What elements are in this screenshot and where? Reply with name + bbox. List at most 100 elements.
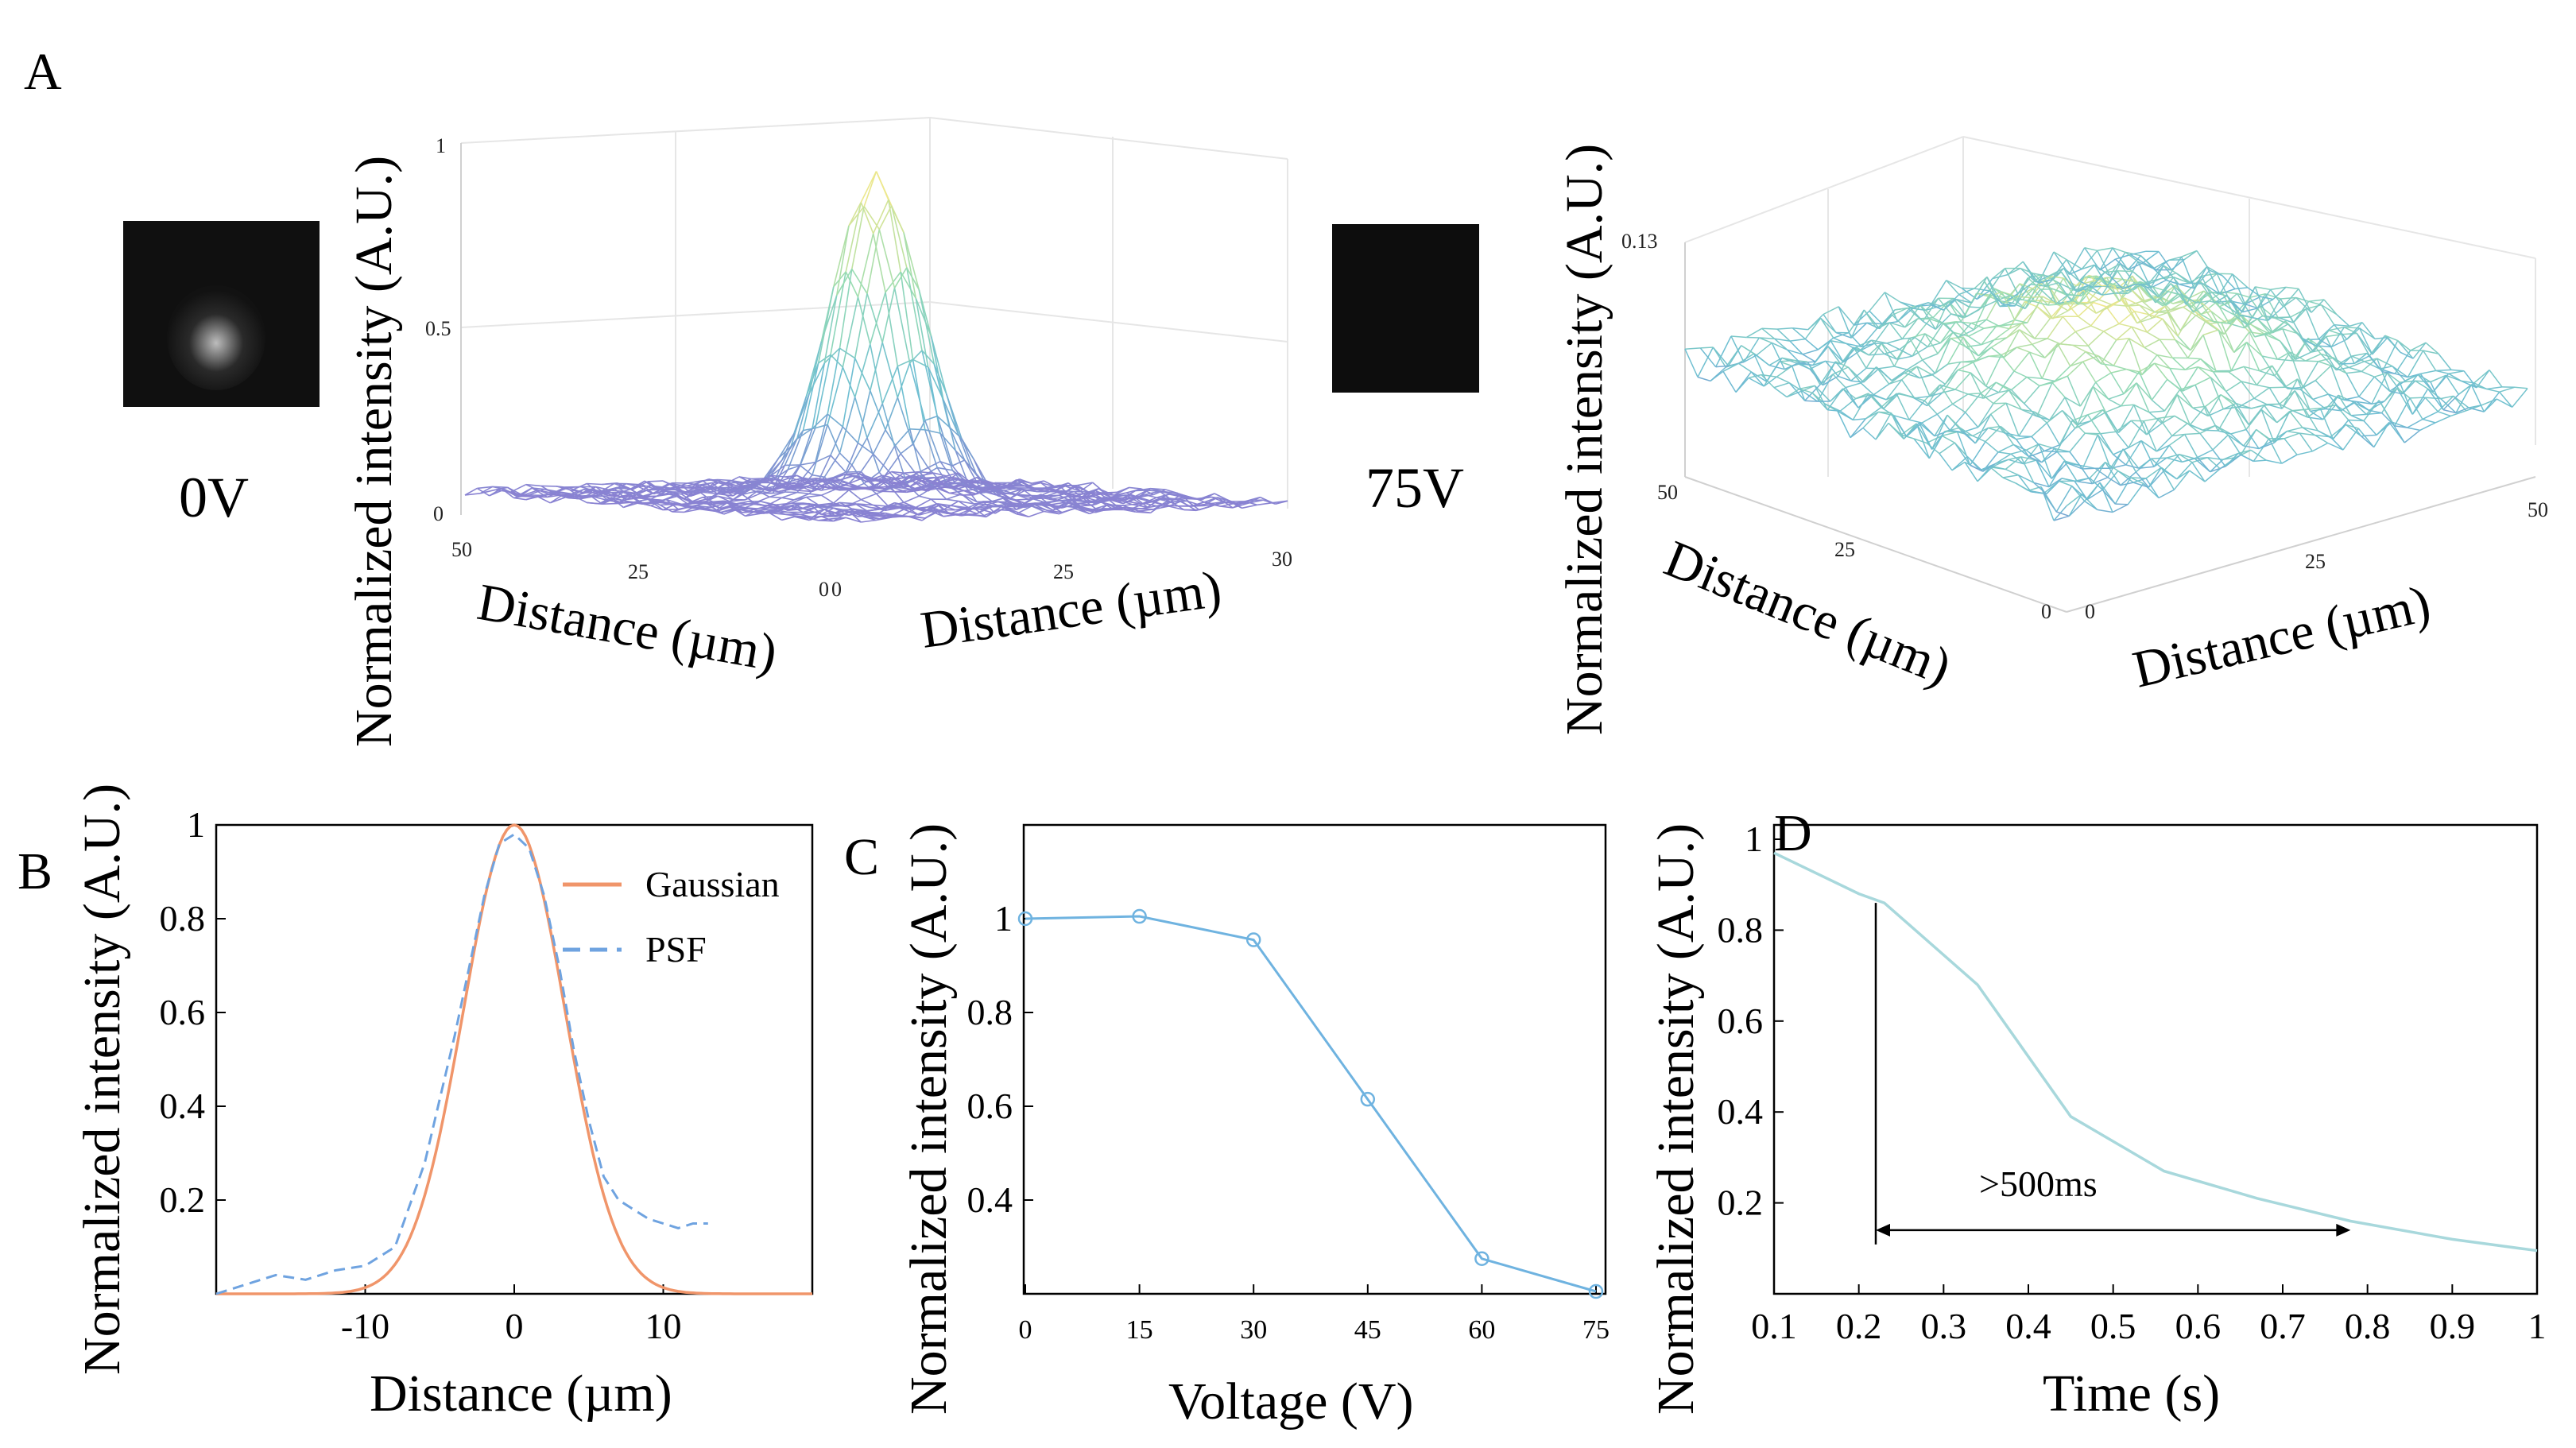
- mesh-75v-line: [1939, 384, 1954, 405]
- mesh-75v-line: [1700, 347, 1714, 349]
- mesh-0v-line: [955, 482, 968, 486]
- mesh-75v-line: [2159, 339, 2173, 358]
- mesh-75v-line: [2162, 318, 2176, 340]
- mesh-75v-line: [2082, 467, 2096, 470]
- mesh-0v-line: [870, 292, 886, 345]
- mesh-75v-line: [2463, 370, 2477, 389]
- mesh-0v-line: [1125, 488, 1142, 494]
- chart-d-xtick-1: 0.2: [1836, 1306, 1882, 1346]
- mesh-75v-line: [1995, 459, 2009, 465]
- mesh-75v-line: [2090, 325, 2105, 332]
- mesh-75v-line: [1931, 431, 1946, 450]
- mesh-0v-line: [1144, 494, 1157, 498]
- mesh-75v-line: [1847, 366, 1861, 384]
- mesh-0v-line: [1016, 504, 1029, 510]
- mesh-75v-line: [1750, 371, 1768, 382]
- mesh-0v-line: [1153, 501, 1166, 506]
- mesh-75v-line: [1838, 375, 1851, 381]
- mesh-75v-line: [2120, 482, 2134, 486]
- surface-0v-xtick-50: 50: [451, 538, 472, 561]
- mesh-0v-line: [1080, 504, 1093, 507]
- mesh-75v-line: [2268, 438, 2283, 464]
- mesh-75v-line: [1982, 381, 1997, 399]
- mesh-75v-line: [1947, 361, 1961, 365]
- mesh-75v-line: [2275, 317, 2289, 325]
- mesh-75v-line: [2240, 454, 2254, 463]
- mesh-75v-line: [2138, 458, 2152, 469]
- mesh-75v-line: [2218, 404, 2234, 432]
- mesh-75v-line: [2006, 329, 2020, 339]
- mesh-75v-line: [2274, 351, 2291, 377]
- mesh-0v-line: [1120, 497, 1133, 502]
- mesh-75v-line: [1881, 343, 1898, 360]
- mesh-75v-line: [2266, 404, 2283, 409]
- mesh-0v-line: [800, 504, 813, 510]
- mesh-75v-line: [2023, 459, 2037, 465]
- mesh-75v-line: [2295, 351, 2311, 361]
- mesh-75v-line: [1927, 342, 1941, 348]
- mesh-0v-line: [742, 486, 755, 495]
- mesh-0v-line: [602, 482, 614, 486]
- mesh-0v-line: [808, 516, 822, 521]
- mesh-75v-line: [2133, 405, 2148, 436]
- mesh-75v-line: [2334, 323, 2350, 327]
- mesh-75v-line: [2481, 398, 2497, 406]
- mesh-75v-line: [1878, 368, 1892, 381]
- mesh-75v-line: [2284, 378, 2299, 388]
- mesh-75v-line: [1886, 338, 1903, 344]
- mesh-75v-line: [2108, 398, 2122, 407]
- mesh-75v-line: [2118, 323, 2132, 327]
- mesh-0v-line: [799, 428, 813, 466]
- chart-d-ticks: 0.1 0.2 0.3 0.4 0.5 0.6 0.7 0.8 0.9 10.20.40.60.8…: [1718, 819, 2547, 1346]
- mesh-75v-line: [2013, 351, 2030, 372]
- mesh-75v-line: [2260, 408, 2278, 424]
- mesh-75v-line: [2007, 261, 2024, 276]
- mesh-75v-line: [1990, 347, 2005, 358]
- mesh-75v-line: [1774, 338, 1788, 350]
- mesh-75v-line: [2064, 397, 2081, 407]
- mesh-0v-line: [812, 424, 828, 475]
- mesh-0v-line: [943, 477, 956, 485]
- mesh-75v-line: [2121, 382, 2137, 407]
- mesh-75v-line: [2169, 368, 2183, 392]
- mesh-0v-line: [982, 482, 996, 491]
- mesh-75v-line: [2079, 385, 2094, 407]
- mesh-75v-line: [1756, 342, 1772, 356]
- mesh-75v-line: [1825, 360, 1839, 377]
- mesh-0v-line: [1138, 510, 1151, 514]
- mesh-0v-line: [827, 514, 840, 517]
- mesh-75v-line: [2170, 306, 2183, 311]
- mesh-75v-line: [2017, 284, 2032, 295]
- mesh-75v-line: [1885, 379, 1903, 401]
- mesh-75v-line: [1697, 347, 1714, 377]
- mesh-75v-line: [2476, 370, 2490, 389]
- mesh-75v-line: [2279, 390, 2295, 405]
- mesh-75v-line: [2453, 395, 2467, 412]
- mesh-75v-line: [2442, 408, 2457, 414]
- mesh-75v-line: [1870, 394, 1885, 409]
- mesh-0v-line: [1013, 499, 1026, 504]
- mesh-0v-line: [833, 225, 850, 288]
- mesh-75v-line: [1938, 297, 1952, 315]
- mesh-75v-line: [2222, 275, 2236, 290]
- mesh-75v-line: [2053, 251, 2067, 261]
- mesh-0v-line: [815, 505, 828, 507]
- mesh-75v-line: [1974, 288, 1990, 292]
- mesh-75v-line: [2349, 321, 2363, 327]
- mesh-0v-line: [1150, 487, 1163, 493]
- mesh-75v-line: [2082, 361, 2097, 383]
- mesh-75v-line: [1929, 392, 1943, 397]
- chart-d-ytick-1: 0.4: [1718, 1091, 1764, 1132]
- mesh-75v-line: [1952, 393, 1969, 405]
- mesh-0v-line: [608, 494, 621, 498]
- mesh-75v-line: [2067, 375, 2081, 407]
- mesh-0v-line: [961, 494, 974, 505]
- mesh-0v-line: [846, 470, 862, 473]
- mesh-75v-line: [1779, 359, 1795, 362]
- mesh-75v-line: [2340, 401, 2354, 412]
- chart-d-xtick-2: 0.3: [1921, 1306, 1967, 1346]
- mesh-75v-line: [1947, 414, 1961, 428]
- mesh-0v-line: [851, 510, 865, 518]
- mesh-75v-line: [2353, 352, 2368, 364]
- mesh-75v-line: [1784, 362, 1798, 370]
